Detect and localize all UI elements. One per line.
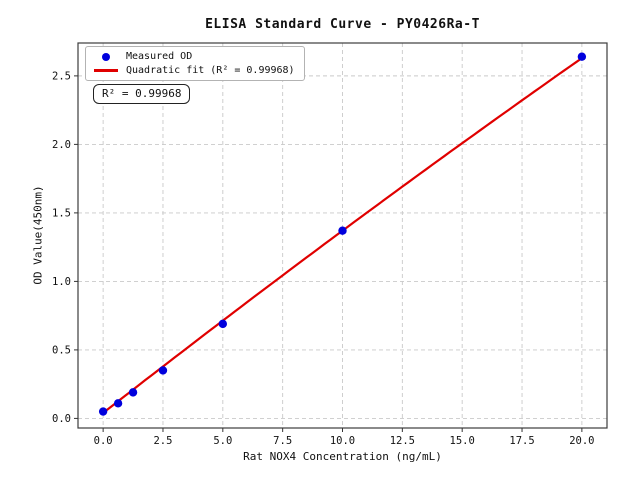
legend-swatch <box>93 52 119 61</box>
x-tick-label: 15.0 <box>450 435 475 447</box>
y-tick-label: 1.0 <box>52 276 71 288</box>
data-point <box>128 388 138 397</box>
x-tick-label: 7.5 <box>273 435 292 447</box>
y-tick-label: 2.5 <box>52 70 71 82</box>
x-tick-label: 20.0 <box>569 435 594 447</box>
y-tick-label: 2.0 <box>52 139 71 151</box>
r-squared-annotation: R² = 0.99968 <box>93 84 191 104</box>
y-tick-label: 0.0 <box>52 413 71 425</box>
y-tick-label: 1.5 <box>52 207 71 219</box>
data-point <box>218 319 228 329</box>
x-tick-label: 0.0 <box>94 435 113 447</box>
x-axis-label: Rat NOX4 Concentration (ng/mL) <box>243 450 442 463</box>
x-tick-label: 10.0 <box>330 435 355 447</box>
fit-line-icon <box>94 69 118 72</box>
scatter-marker-icon <box>102 52 110 61</box>
chart-title: ELISA Standard Curve - PY0426Ra-T <box>205 17 480 32</box>
x-tick-label: 12.5 <box>390 435 415 447</box>
y-axis-label: OD Value(450nm) <box>31 185 45 285</box>
x-tick-label: 2.5 <box>153 435 172 447</box>
data-point <box>338 226 347 235</box>
legend-label: Quadratic fit (R² = 0.99968) <box>126 65 295 76</box>
data-point <box>98 407 108 416</box>
y-tick-label: 0.5 <box>52 344 71 356</box>
legend: Measured OD Quadratic fit (R² = 0.99968) <box>85 46 305 81</box>
data-point <box>158 366 168 375</box>
legend-swatch <box>93 69 119 72</box>
data-point <box>577 52 587 61</box>
legend-label: Measured OD <box>126 51 193 62</box>
legend-entry-measured-od: Measured OD <box>93 51 295 62</box>
x-tick-label: 17.5 <box>509 435 534 447</box>
legend-entry-quadratic-fit: Quadratic fit (R² = 0.99968) <box>93 65 295 76</box>
x-tick-label: 5.0 <box>213 435 232 447</box>
data-point <box>113 399 123 408</box>
